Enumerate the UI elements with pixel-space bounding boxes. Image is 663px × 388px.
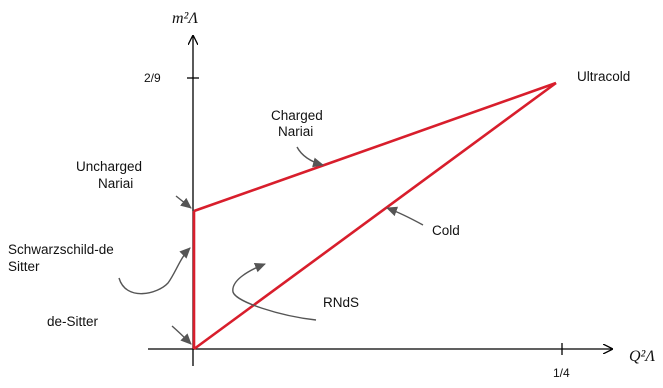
charged-nariai-label-line2: Nariai	[278, 124, 313, 139]
y-axis-title: m²Λ	[172, 10, 198, 27]
schwarzschild-arrow	[118, 247, 191, 295]
charged-nariai-boundary	[193, 81, 557, 213]
cold-arrow	[386, 206, 424, 226]
x-tick-label: 1/4	[553, 366, 570, 380]
uncharged-nariai-label-line1: Uncharged	[76, 159, 142, 174]
schwarzschild-label-line2: Sitter	[8, 259, 40, 274]
charged-nariai-arrow	[296, 146, 324, 168]
cold-label: Cold	[432, 223, 460, 238]
uncharged-nariai-label-line2: Nariai	[98, 176, 133, 191]
charged-nariai-label-line1: Charged	[271, 108, 323, 123]
rnds-arrow	[232, 262, 317, 321]
de-sitter-label: de-Sitter	[47, 314, 99, 329]
x-axis-title: Q²Λ	[629, 348, 655, 365]
ultracold-label: Ultracold	[577, 69, 630, 84]
uncharged-nariai-arrow	[175, 195, 192, 209]
rnds-label: RNdS	[323, 295, 359, 310]
de-sitter-arrow	[171, 325, 192, 345]
y-tick-label: 2/9	[144, 71, 161, 85]
cold-boundary	[193, 81, 557, 351]
schwarzschild-label-line1: Schwarzschild-de	[8, 242, 114, 257]
